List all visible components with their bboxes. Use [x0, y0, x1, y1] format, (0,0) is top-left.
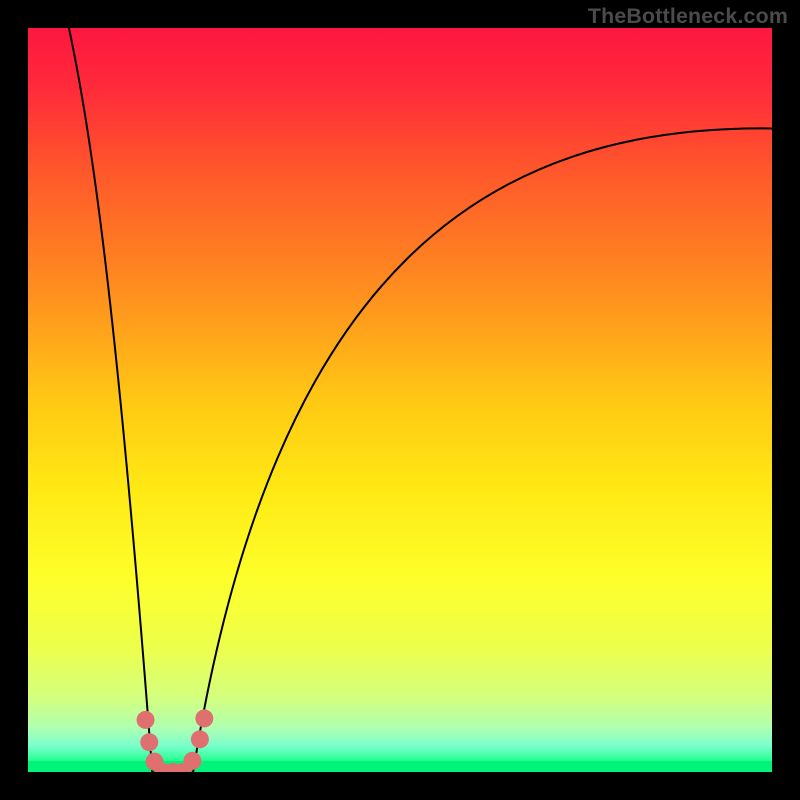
- chart-svg: [0, 0, 800, 800]
- chart-canvas: TheBottleneck.com: [0, 0, 800, 800]
- curve-marker: [140, 733, 158, 751]
- curve-marker: [183, 752, 201, 770]
- curve-marker: [195, 709, 213, 727]
- curve-marker: [137, 711, 155, 729]
- green-floor: [28, 761, 772, 772]
- curve-marker: [191, 730, 209, 748]
- gradient-background: [28, 28, 772, 772]
- watermark-text: TheBottleneck.com: [588, 4, 788, 29]
